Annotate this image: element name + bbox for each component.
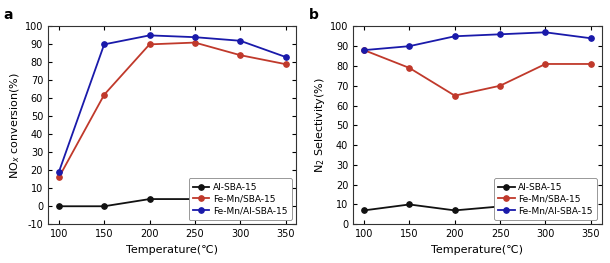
Fe-Mn/Al-SBA-15 <box>361 49 368 52</box>
Line: Fe-Mn/Al-SBA-15: Fe-Mn/Al-SBA-15 <box>56 33 289 175</box>
Text: a: a <box>3 8 13 22</box>
Fe-Mn/SBA-15 <box>542 62 549 65</box>
Al-SBA-15 <box>191 198 198 201</box>
Y-axis label: NO$_x$ conversion(%): NO$_x$ conversion(%) <box>9 72 22 179</box>
Line: Fe-Mn/SBA-15: Fe-Mn/SBA-15 <box>361 47 594 98</box>
Al-SBA-15 <box>361 209 368 212</box>
Al-SBA-15 <box>451 209 458 212</box>
Y-axis label: N$_2$ Selectivity(%): N$_2$ Selectivity(%) <box>313 78 327 173</box>
Al-SBA-15 <box>497 205 504 208</box>
Fe-Mn/SBA-15 <box>237 54 244 57</box>
Fe-Mn/Al-SBA-15 <box>497 33 504 36</box>
Line: Fe-Mn/Al-SBA-15: Fe-Mn/Al-SBA-15 <box>361 29 594 53</box>
Fe-Mn/SBA-15 <box>282 63 289 66</box>
Fe-Mn/SBA-15 <box>451 94 458 97</box>
Fe-Mn/Al-SBA-15 <box>282 55 289 59</box>
Fe-Mn/SBA-15 <box>146 43 153 46</box>
Al-SBA-15 <box>406 203 413 206</box>
Fe-Mn/SBA-15 <box>497 84 504 87</box>
Fe-Mn/Al-SBA-15 <box>587 37 594 40</box>
Al-SBA-15 <box>55 205 62 208</box>
Fe-Mn/Al-SBA-15 <box>146 34 153 37</box>
Al-SBA-15 <box>282 196 289 199</box>
Line: Fe-Mn/SBA-15: Fe-Mn/SBA-15 <box>56 40 289 180</box>
Fe-Mn/SBA-15 <box>361 49 368 52</box>
X-axis label: Temperature(℃): Temperature(℃) <box>431 245 523 255</box>
Legend: Al-SBA-15, Fe-Mn/SBA-15, Fe-Mn/Al-SBA-15: Al-SBA-15, Fe-Mn/SBA-15, Fe-Mn/Al-SBA-15 <box>493 178 597 220</box>
Fe-Mn/Al-SBA-15 <box>101 43 108 46</box>
Fe-Mn/SBA-15 <box>55 176 62 179</box>
X-axis label: Temperature(℃): Temperature(℃) <box>126 245 218 255</box>
Fe-Mn/SBA-15 <box>101 93 108 96</box>
Al-SBA-15 <box>587 209 594 212</box>
Fe-Mn/SBA-15 <box>587 62 594 65</box>
Fe-Mn/SBA-15 <box>406 66 413 69</box>
Al-SBA-15 <box>237 196 244 199</box>
Fe-Mn/SBA-15 <box>191 41 198 44</box>
Al-SBA-15 <box>542 209 549 212</box>
Fe-Mn/Al-SBA-15 <box>55 170 62 174</box>
Text: b: b <box>309 8 318 22</box>
Fe-Mn/Al-SBA-15 <box>542 31 549 34</box>
Al-SBA-15 <box>146 198 153 201</box>
Fe-Mn/Al-SBA-15 <box>191 36 198 39</box>
Line: Al-SBA-15: Al-SBA-15 <box>361 202 594 213</box>
Legend: Al-SBA-15, Fe-Mn/SBA-15, Fe-Mn/Al-SBA-15: Al-SBA-15, Fe-Mn/SBA-15, Fe-Mn/Al-SBA-15 <box>188 178 292 220</box>
Fe-Mn/Al-SBA-15 <box>451 35 458 38</box>
Line: Al-SBA-15: Al-SBA-15 <box>56 195 289 209</box>
Al-SBA-15 <box>101 205 108 208</box>
Fe-Mn/Al-SBA-15 <box>406 45 413 48</box>
Fe-Mn/Al-SBA-15 <box>237 39 244 42</box>
